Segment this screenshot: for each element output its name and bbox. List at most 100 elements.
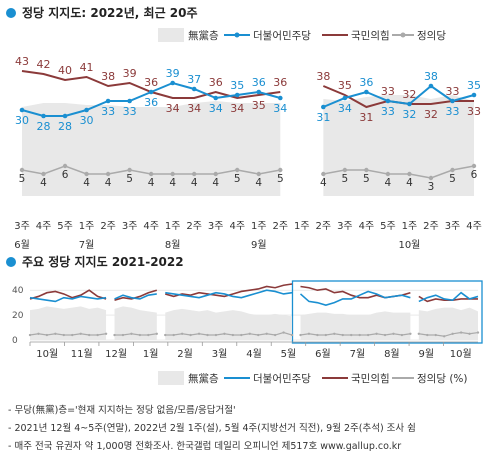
democratic-value-label: 28 (58, 120, 72, 133)
democratic-value-label: 33 (445, 105, 459, 118)
justice-point (62, 333, 66, 337)
justice-point (426, 333, 429, 337)
ppp-value-label: 33 (381, 85, 395, 98)
justice-point (392, 332, 395, 335)
democratic-point (277, 95, 283, 101)
justice-point (19, 167, 25, 173)
ppp-value-label: 42 (37, 58, 51, 71)
chart2-y-tick: 20 (12, 311, 24, 321)
legend-ppp-label: 국민의힘 (351, 30, 390, 42)
chart2-month-label: 12월 (105, 348, 127, 360)
democratic-value-label: 34 (273, 102, 287, 115)
justice-value-label: 4 (148, 177, 155, 189)
justice-point (471, 163, 477, 169)
justice-point (164, 333, 167, 337)
justice-point (342, 167, 348, 173)
chart1-x-tick: 2주 (100, 221, 116, 232)
chart2-month-label: 6월 (315, 348, 331, 360)
ppp-value-label: 33 (467, 105, 481, 118)
justice-value-label: 5 (277, 173, 284, 185)
democratic-point (41, 113, 46, 119)
justice-point (138, 333, 142, 337)
chart1-title: 정당 지지도: 2022년, 최근 20주 (22, 5, 198, 20)
justice-point (79, 332, 82, 335)
justice-point (450, 167, 455, 173)
chart2-y-tick: 0 (12, 336, 18, 346)
undecided-area (300, 311, 411, 340)
ppp-value-label: 36 (209, 76, 223, 89)
recent-20-weeks-highlight (291, 280, 483, 344)
legend2-ppp-label: 국민의힘 (351, 373, 390, 385)
chart1-x-tick: 4주 (143, 221, 159, 232)
justice-point (155, 332, 158, 335)
justice-point (364, 167, 369, 173)
justice-point (105, 171, 111, 177)
democratic-point (105, 98, 111, 104)
ppp-value-label: 38 (101, 70, 115, 83)
justice-value-label: 6 (62, 169, 69, 181)
justice-point (278, 167, 283, 173)
chart1-legend: 無黨층 더불어민주당 국민의힘 정의당 (158, 28, 446, 42)
democratic-value-label: 38 (424, 70, 438, 83)
ppp-value-label: 33 (445, 85, 459, 98)
democratic-point (213, 95, 219, 101)
ppp-value-label: 40 (58, 64, 72, 77)
justice-point (113, 333, 116, 337)
democratic-point (19, 107, 25, 113)
democratic-point (170, 80, 175, 86)
justice-point (214, 333, 218, 337)
democratic-point (450, 98, 455, 104)
justice-point (87, 333, 91, 337)
justice-point (37, 332, 40, 335)
democratic-value-label: 33 (123, 105, 137, 118)
ppp-value-label: 36 (273, 76, 287, 89)
justice-point (213, 171, 218, 177)
chart1-month-label: 8월 (165, 239, 181, 251)
democratic-value-label: 39 (166, 67, 180, 80)
ppp-value-label: 34 (230, 102, 244, 115)
democratic-line (114, 293, 157, 300)
democratic-point (321, 104, 326, 110)
justice-point (385, 171, 391, 177)
chart1-x-tick: 3주 (445, 221, 461, 232)
democratic-line (299, 290, 411, 306)
justice-point (121, 333, 125, 337)
ppp-value-label: 43 (15, 55, 29, 68)
chart2-month-label: 3월 (212, 348, 228, 360)
chart2-legend: 無黨층 더불어민주당 국민의힘 정의당 (%) (158, 371, 468, 385)
legend-justice-label: 정의당 (417, 30, 446, 42)
democratic-value-label: 30 (15, 114, 29, 127)
justice-point (84, 171, 89, 177)
chart1-x-tick: 3주 (208, 221, 224, 232)
undecided-area (418, 307, 478, 340)
chart1-x-tick: 2주 (316, 221, 332, 232)
justice-point (316, 333, 319, 337)
chart1-month-label: 10월 (398, 239, 420, 251)
justice-point (191, 171, 197, 177)
justice-point (180, 332, 184, 335)
justice-point (282, 331, 285, 334)
justice-value-label: 4 (385, 177, 392, 189)
note-undecided-definition: - 무당(無黨)층='현재 지지하는 정당 없음/모름/응답거절' (8, 404, 236, 416)
democratic-point (428, 83, 434, 89)
justice-point (206, 333, 209, 337)
democratic-point (471, 92, 477, 98)
democratic-point (127, 98, 132, 104)
chart2-month-label: 5월 (281, 348, 297, 360)
chart2-month-label: 1월 (143, 348, 159, 360)
chart2-month-label: 11월 (71, 348, 93, 360)
justice-value-label: 4 (191, 177, 198, 189)
ppp-value-label: 32 (424, 108, 438, 121)
democratic-point (191, 86, 197, 92)
democratic-point (84, 107, 89, 113)
legend2-undecided-swatch (158, 371, 184, 385)
justice-point (407, 171, 412, 177)
democratic-value-label: 35 (467, 79, 481, 92)
chart1-x-tick: 3주 (122, 221, 138, 232)
chart1-x-tick: 1주 (402, 221, 418, 232)
chart1-x-tick: 1주 (165, 221, 181, 232)
ppp-value-label: 34 (187, 102, 201, 115)
ppp-value-label: 39 (123, 67, 137, 80)
